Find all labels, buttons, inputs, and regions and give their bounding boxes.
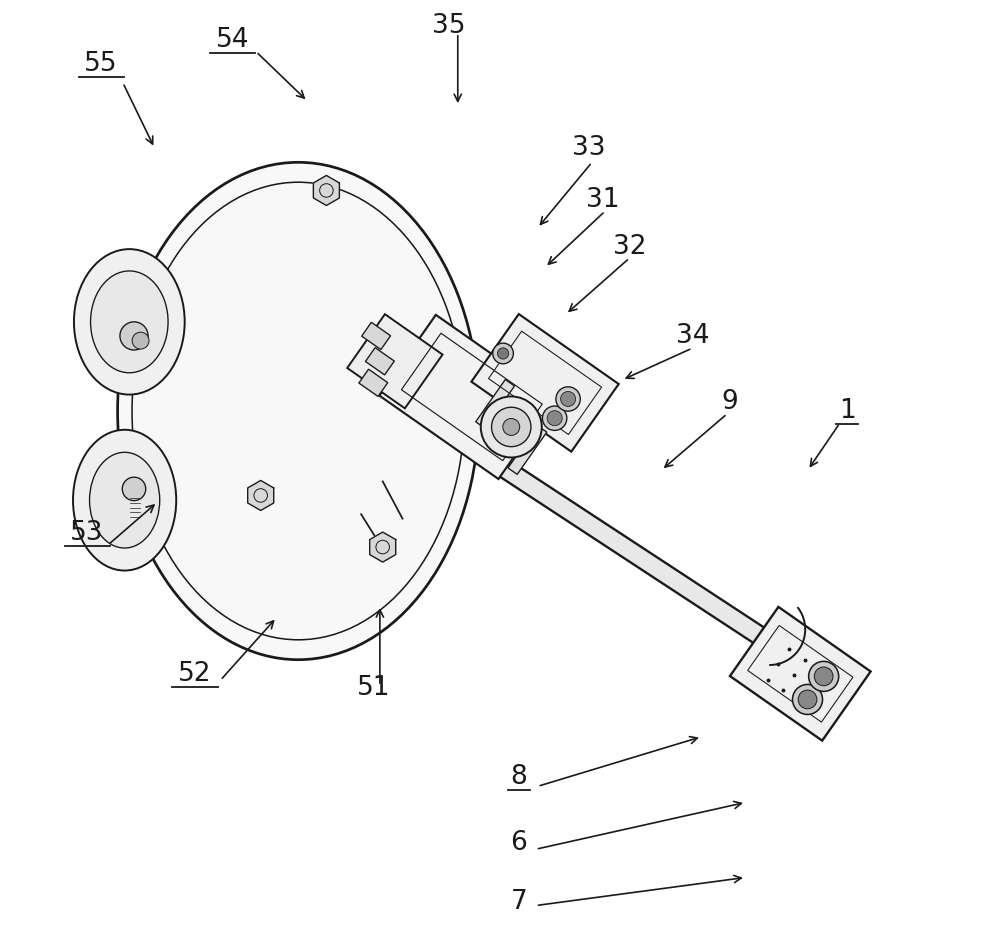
Polygon shape — [476, 446, 773, 649]
Polygon shape — [362, 322, 391, 349]
Polygon shape — [347, 314, 443, 409]
Ellipse shape — [503, 418, 520, 435]
Polygon shape — [476, 379, 515, 429]
Ellipse shape — [814, 667, 833, 685]
Ellipse shape — [73, 430, 176, 570]
Text: 8: 8 — [510, 764, 527, 790]
Text: 35: 35 — [432, 13, 465, 40]
Ellipse shape — [122, 477, 146, 500]
Text: 55: 55 — [84, 51, 118, 76]
Ellipse shape — [542, 406, 567, 430]
Text: 33: 33 — [572, 135, 606, 161]
Text: 9: 9 — [722, 389, 738, 414]
Ellipse shape — [793, 684, 823, 715]
Text: 34: 34 — [676, 323, 709, 349]
Polygon shape — [248, 480, 274, 511]
Ellipse shape — [809, 662, 839, 691]
Polygon shape — [365, 347, 394, 375]
Ellipse shape — [556, 387, 580, 412]
Polygon shape — [359, 369, 388, 396]
Ellipse shape — [798, 690, 817, 709]
Text: 6: 6 — [510, 830, 527, 855]
Polygon shape — [751, 627, 816, 688]
Ellipse shape — [91, 271, 168, 373]
Text: 1: 1 — [839, 398, 856, 424]
Polygon shape — [471, 314, 619, 451]
Ellipse shape — [74, 249, 185, 395]
Text: 31: 31 — [586, 187, 620, 212]
Polygon shape — [379, 315, 555, 479]
Ellipse shape — [561, 392, 576, 407]
Ellipse shape — [120, 322, 148, 350]
Ellipse shape — [547, 411, 562, 426]
Polygon shape — [313, 176, 339, 206]
Text: 53: 53 — [70, 520, 104, 546]
Ellipse shape — [90, 452, 160, 548]
Ellipse shape — [492, 407, 531, 447]
Text: 51: 51 — [357, 675, 390, 700]
Text: 32: 32 — [613, 234, 646, 260]
Ellipse shape — [481, 396, 542, 458]
Ellipse shape — [493, 343, 513, 363]
Polygon shape — [730, 607, 871, 741]
Ellipse shape — [132, 332, 149, 349]
Text: 52: 52 — [178, 661, 212, 687]
Text: 54: 54 — [216, 27, 249, 53]
Polygon shape — [370, 532, 396, 562]
Text: 7: 7 — [510, 889, 527, 915]
Ellipse shape — [497, 347, 509, 359]
Polygon shape — [508, 426, 547, 475]
Ellipse shape — [118, 162, 479, 660]
